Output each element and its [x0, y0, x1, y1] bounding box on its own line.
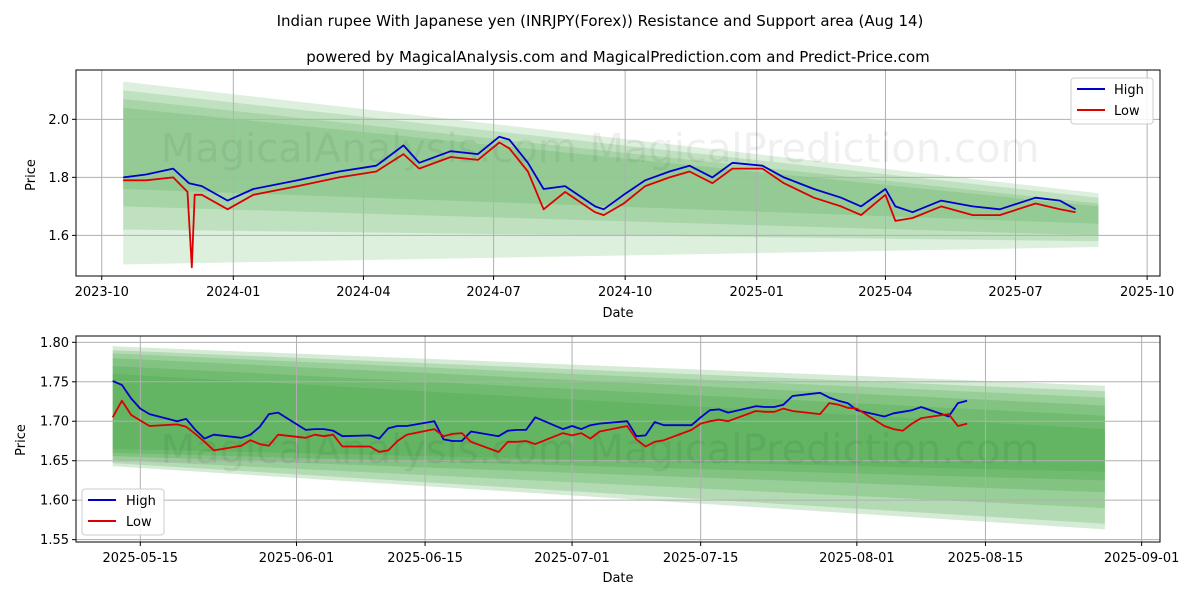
- top-series-low-line: [123, 141, 1076, 269]
- top-ylabel: Price: [24, 159, 39, 191]
- bottom-series-low-line: [111, 399, 968, 453]
- bottom-series: [111, 380, 968, 453]
- top-band-0: [123, 81, 1099, 265]
- top-xtick-label-0: 2023-10: [75, 285, 129, 300]
- bottom-xtick-label-5: 2025-08-01: [819, 551, 895, 566]
- bottom-ytick-label-2: 1.65: [40, 454, 69, 469]
- top-xlabel: Date: [602, 306, 633, 321]
- bottom-ytick-label-5: 1.80: [40, 336, 69, 351]
- bottom-legend-high: High: [126, 494, 156, 509]
- top-legend-high: High: [1114, 83, 1144, 98]
- top-band-3: [123, 107, 1099, 224]
- bottom-legend-low: Low: [126, 515, 152, 530]
- bottom-xtick-label-2: 2025-06-15: [387, 551, 463, 566]
- bottom-watermark: MagicalAnalysis.com MagicalPrediction.co…: [161, 427, 1040, 473]
- top-xtick-label-2: 2024-04: [336, 285, 390, 300]
- bottom-ytick-label-0: 1.55: [40, 533, 69, 548]
- bottom-ticks: 2025-05-15 2025-06-01 2025-06-15 2025-07-01…: [40, 336, 1179, 566]
- top-ticks: 2023-10 2024-01 2024-04 2024-07 2024-10 2025-…: [48, 113, 1174, 300]
- top-ytick-label-0: 1.6: [48, 229, 69, 244]
- top-ytick-label-1: 1.8: [48, 171, 69, 186]
- bottom-legend: High Low: [81, 488, 165, 536]
- bottom-series-high-line: [112, 380, 968, 442]
- top-xtick-label-1: 2024-01: [206, 285, 260, 300]
- top-chart: MagicalAnalysis.com MagicalPrediction.co…: [24, 69, 1174, 321]
- bottom-grid: [76, 336, 1160, 542]
- top-xtick-label-8: 2025-10: [1120, 285, 1174, 300]
- top-xtick-label-7: 2025-07: [988, 285, 1042, 300]
- bottom-axes-frame: [75, 335, 1161, 543]
- top-series: [123, 135, 1077, 269]
- top-bands: [123, 81, 1099, 265]
- bottom-xtick-label-0: 2025-05-15: [103, 551, 179, 566]
- bottom-xlabel: Date: [602, 571, 633, 586]
- bottom-xtick-label-6: 2025-08-15: [948, 551, 1024, 566]
- top-xtick-label-3: 2024-07: [466, 285, 520, 300]
- chart-title: Indian rupee With Japanese yen (INRJPY(F…: [277, 12, 924, 30]
- top-watermark: MagicalAnalysis.com MagicalPrediction.co…: [161, 126, 1040, 172]
- bottom-xtick-label-7: 2025-09-01: [1104, 551, 1180, 566]
- bottom-chart: MagicalAnalysis.com MagicalPrediction.co…: [14, 335, 1179, 586]
- top-legend-low: Low: [1114, 104, 1140, 119]
- top-ytick-label-2: 2.0: [48, 113, 69, 128]
- top-xtick-label-6: 2025-04: [858, 285, 912, 300]
- bottom-xtick-label-4: 2025-07-15: [663, 551, 739, 566]
- bottom-xtick-label-1: 2025-06-01: [259, 551, 335, 566]
- top-legend: High Low: [1070, 77, 1154, 125]
- top-series-high-line: [123, 135, 1077, 214]
- bottom-ytick-label-3: 1.70: [40, 415, 69, 430]
- top-axes-frame: [75, 69, 1161, 277]
- bottom-xtick-label-3: 2025-07-01: [534, 551, 610, 566]
- bottom-ytick-label-1: 1.60: [40, 494, 69, 509]
- top-band-2: [123, 99, 1099, 236]
- bottom-ytick-label-4: 1.75: [40, 375, 69, 390]
- top-xtick-label-5: 2025-01: [730, 285, 784, 300]
- chart-subtitle: powered by MagicalAnalysis.com and Magic…: [306, 48, 930, 66]
- top-xtick-label-4: 2024-10: [598, 285, 652, 300]
- bottom-ylabel: Price: [14, 424, 29, 456]
